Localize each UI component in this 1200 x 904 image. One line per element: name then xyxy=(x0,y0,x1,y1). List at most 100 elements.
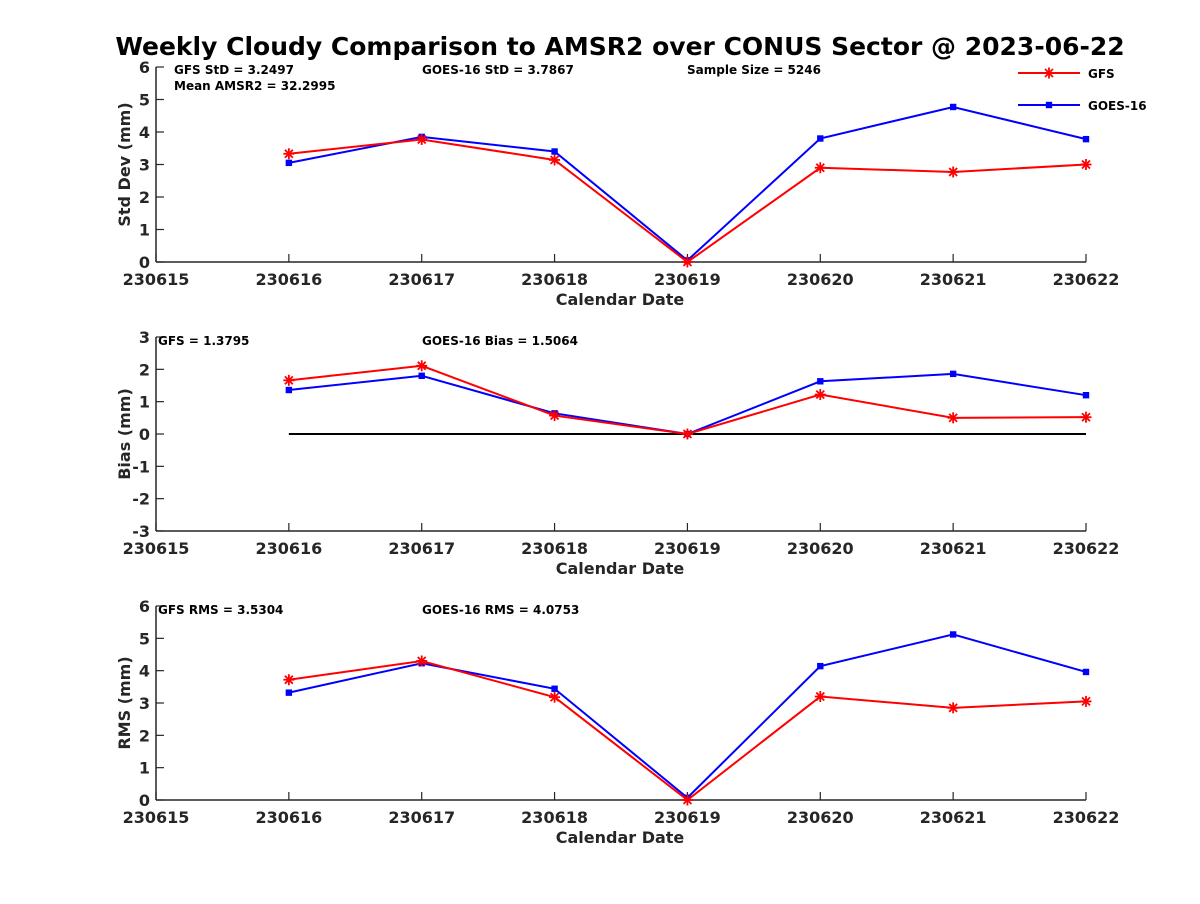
data-point-asterisk xyxy=(947,412,959,424)
data-point-asterisk xyxy=(1080,411,1092,423)
stat-annotation: GOES-16 RMS = 4.0753 xyxy=(422,603,579,617)
stat-annotation: GFS StD = 3.2497 xyxy=(174,63,294,77)
data-point-square xyxy=(551,685,558,692)
x-tick-label: 230622 xyxy=(1053,539,1120,558)
x-tick-label: 230622 xyxy=(1053,808,1120,827)
x-tick-label: 230621 xyxy=(920,808,987,827)
series-line xyxy=(288,633,1087,800)
series-gfs xyxy=(283,655,1092,806)
x-tick-label: 230619 xyxy=(654,539,721,558)
data-point-square xyxy=(817,135,824,142)
y-tick-label: -3 xyxy=(132,522,150,541)
y-tick-label: 2 xyxy=(139,726,150,745)
data-point-square xyxy=(817,662,824,670)
x-axis-label: Calendar Date xyxy=(556,559,685,578)
y-tick-label: 3 xyxy=(139,694,150,713)
series-goes-16 xyxy=(285,370,1090,438)
y-tick-label: 1 xyxy=(139,759,150,778)
x-tick-label: 230620 xyxy=(787,539,854,558)
y-axis-label: RMS (mm) xyxy=(115,656,134,749)
data-point-square xyxy=(1082,668,1090,676)
y-tick-label: 0 xyxy=(139,425,150,444)
x-tick-label: 230620 xyxy=(787,270,854,289)
x-tick-label: 230616 xyxy=(255,808,322,827)
data-point-asterisk xyxy=(681,794,693,806)
x-tick-label: 230617 xyxy=(388,270,455,289)
series-line xyxy=(288,659,1087,802)
x-tick-label: 230619 xyxy=(654,808,721,827)
x-tick-label: 230621 xyxy=(920,270,987,289)
asterisk-stroke xyxy=(549,410,560,421)
y-tick-label: -2 xyxy=(132,490,150,509)
y-tick-label: 6 xyxy=(139,597,150,616)
data-point-square xyxy=(551,148,558,155)
panel-bias: -3 -2 -1 0 1 2 3 230615 230616 230617 230618 230619… xyxy=(115,328,1119,578)
asterisk-stroke xyxy=(1044,68,1054,78)
y-tick-label: 3 xyxy=(139,328,150,347)
series-line xyxy=(288,372,1087,436)
y-tick-label: -1 xyxy=(132,457,150,476)
data-point-asterisk xyxy=(814,389,826,401)
asterisk-stroke xyxy=(948,703,958,713)
x-tick-label: 230618 xyxy=(521,539,588,558)
x-tick-label: 230615 xyxy=(123,270,190,289)
y-tick-label: 0 xyxy=(139,253,150,272)
y-tick-label: 1 xyxy=(139,221,150,240)
data-point-asterisk xyxy=(283,148,295,160)
x-tick-label: 230619 xyxy=(654,270,721,289)
asterisk-stroke xyxy=(284,375,294,385)
series-goes-16 xyxy=(285,103,1090,264)
figure-title: Weekly Cloudy Comparison to AMSR2 over C… xyxy=(115,32,1124,61)
x-tick-label: 230622 xyxy=(1053,270,1120,289)
asterisk-stroke xyxy=(682,257,693,267)
y-tick-label: 1 xyxy=(139,393,150,412)
panel-stddev: 0 1 2 3 4 5 6 230615 230616 230617 230618 230619 230… xyxy=(115,58,1119,309)
x-tick-label: 230618 xyxy=(521,808,588,827)
x-tick-label: 230617 xyxy=(388,539,455,558)
data-point-square xyxy=(285,689,293,696)
data-point-asterisk xyxy=(947,702,959,714)
data-point-asterisk xyxy=(283,374,295,386)
data-point-asterisk xyxy=(681,256,693,268)
data-point-square xyxy=(949,631,957,638)
asterisk-stroke xyxy=(682,429,693,439)
y-tick-label: 4 xyxy=(139,123,150,142)
y-tick-label: 5 xyxy=(139,91,150,110)
y-tick-label: 6 xyxy=(139,58,150,77)
data-point-asterisk xyxy=(1080,159,1092,170)
data-point-square xyxy=(949,103,957,111)
panel-rms: 0 1 2 3 4 5 6 230615 230616 230617 230618 230619 230… xyxy=(115,597,1119,847)
stat-annotation: GFS = 1.3795 xyxy=(158,334,249,348)
legend-entry-gfs: GFS xyxy=(1018,67,1115,81)
series-gfs xyxy=(283,133,1092,268)
x-tick-label: 230620 xyxy=(787,808,854,827)
stat-annotation: GFS RMS = 3.5304 xyxy=(158,603,283,617)
asterisk-stroke xyxy=(417,134,427,145)
legend-label: GFS xyxy=(1088,67,1115,81)
y-tick-label: 3 xyxy=(139,156,150,175)
data-point-square xyxy=(1082,135,1090,143)
series-line xyxy=(288,105,1087,262)
legend-entry-goes-16: GOES-16 xyxy=(1018,99,1147,113)
x-tick-label: 230618 xyxy=(521,270,588,289)
x-tick-label: 230616 xyxy=(255,539,322,558)
data-point-asterisk xyxy=(549,154,561,166)
stat-annotation: Mean AMSR2 = 32.2995 xyxy=(174,79,335,93)
y-tick-label: 4 xyxy=(139,662,150,681)
asterisk-stroke xyxy=(1081,159,1091,170)
data-point-square xyxy=(1082,392,1090,399)
asterisk-stroke xyxy=(948,167,958,177)
x-tick-label: 230617 xyxy=(388,808,455,827)
x-axis-label: Calendar Date xyxy=(556,290,685,309)
data-point-square xyxy=(285,159,293,167)
data-point-square xyxy=(949,370,957,378)
data-point-square xyxy=(817,378,824,385)
data-point-asterisk xyxy=(1080,695,1092,707)
series-line xyxy=(288,138,1087,264)
y-axis-label: Bias (mm) xyxy=(115,388,134,480)
stat-annotation: GOES-16 StD = 3.7867 xyxy=(422,63,574,77)
asterisk-stroke xyxy=(815,691,825,702)
y-tick-label: 2 xyxy=(139,188,150,207)
